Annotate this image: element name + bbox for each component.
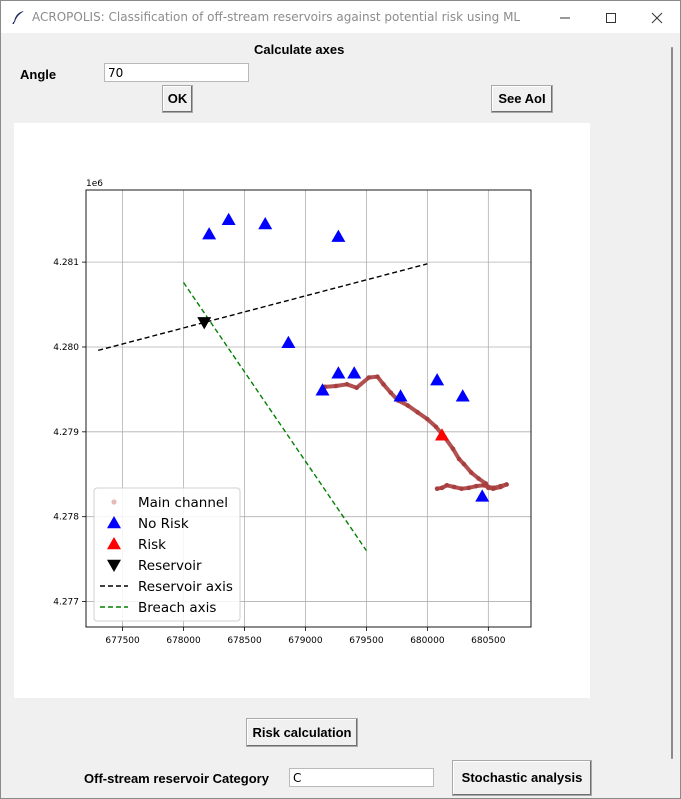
- main-channel-point: [461, 461, 467, 467]
- no-risk-marker: [202, 227, 217, 240]
- plot-frame: [85, 189, 532, 628]
- category-input[interactable]: C: [289, 768, 434, 787]
- maximize-icon: [606, 13, 616, 23]
- risk-marker: [435, 428, 449, 441]
- main-channel-path: [322, 374, 509, 491]
- main-channel-point: [333, 383, 339, 389]
- main-channel-point: [459, 486, 464, 491]
- reservoir-marker: [197, 317, 212, 330]
- angle-label: Angle: [20, 67, 57, 82]
- angle-input[interactable]: 70: [104, 63, 249, 82]
- main-channel-point: [415, 410, 420, 415]
- no-risk-marker: [221, 212, 236, 225]
- main-channel-point: [434, 486, 440, 491]
- y-offset-label: 1e6: [86, 179, 103, 189]
- no-risk-marker: [347, 366, 362, 379]
- y-tick-label: 4.281: [53, 258, 79, 268]
- main-channel-point: [466, 485, 472, 491]
- window-title: ACROPOLIS: Classification of off-stream …: [32, 10, 521, 24]
- no-risk-legend-label: No Risk: [138, 516, 189, 532]
- legend-box: [93, 487, 241, 622]
- scatter-chart: 677500 678000 678500 679000 679500 680000 6805…: [53, 179, 532, 646]
- main-channel-point: [366, 375, 372, 380]
- risk-legend-handle: [107, 537, 121, 550]
- title-bar[interactable]: ACROPOLIS: Classification of off-stream …: [1, 1, 680, 33]
- reservoir-legend-label: Reservoir: [138, 558, 202, 574]
- vertical-scrollbar[interactable]: [661, 33, 680, 798]
- maximize-button[interactable]: [588, 1, 634, 33]
- main-channel-point: [476, 476, 481, 481]
- ok-button[interactable]: OK: [162, 85, 193, 113]
- x-tick-label: 680000: [410, 636, 445, 646]
- main-channel-point: [504, 482, 509, 487]
- x-tick-label: 679500: [349, 636, 384, 646]
- main-channel-legend-label: Main channel: [138, 495, 228, 511]
- category-label: Off-stream reservoir Category: [84, 771, 269, 786]
- close-icon: [651, 12, 663, 24]
- risk-legend-label: Risk: [138, 537, 166, 553]
- y-tick-label: 4.278: [53, 513, 79, 523]
- main-channel-point: [439, 485, 445, 491]
- see-aoi-button[interactable]: See AoI: [491, 85, 553, 113]
- stochastic-analysis-button[interactable]: Stochastic analysis: [452, 760, 592, 796]
- no-risk-marker: [331, 229, 346, 242]
- main-channel-point: [433, 424, 439, 430]
- main-channel-point: [388, 390, 394, 396]
- no-risk-marker: [315, 383, 330, 396]
- no-risk-marker: [475, 489, 490, 502]
- main-channel-point: [450, 446, 456, 452]
- reservoir-axis-legend-label: Reservoir axis: [138, 579, 233, 595]
- x-tick-label: 680500: [471, 636, 506, 646]
- y-tick-label: 4.280: [53, 343, 79, 353]
- close-button[interactable]: [634, 1, 680, 33]
- minimize-button[interactable]: [542, 1, 588, 33]
- main-channel-point: [456, 456, 462, 462]
- main-channel-point: [425, 416, 430, 422]
- main-channel-point: [354, 385, 359, 391]
- breach-axis-legend-label: Breach axis: [138, 600, 216, 616]
- main-channel-point: [492, 485, 497, 491]
- x-tick-label: 677500: [105, 636, 140, 646]
- main-channel-point: [444, 482, 450, 488]
- main-channel-point: [375, 374, 380, 379]
- main-channel-point: [486, 484, 491, 490]
- y-tick-label: 4.277: [53, 598, 79, 608]
- main-channel-point: [473, 483, 479, 489]
- main-channel-point: [451, 484, 457, 490]
- section-title: Calculate axes: [254, 42, 345, 57]
- breach-axis-line: [182, 282, 367, 552]
- no-risk-marker: [430, 373, 445, 386]
- main-channel-point: [481, 482, 486, 488]
- reservoir-legend-handle: [107, 559, 121, 572]
- no-risk-legend-handle: [107, 516, 121, 529]
- main-channel-point: [468, 470, 474, 475]
- main-channel-point: [344, 382, 350, 387]
- chart-figure: 677500 678000 678500 679000 679500 680000 6805…: [14, 123, 590, 698]
- reservoir-axis-line: [98, 263, 428, 352]
- main-channel-point: [405, 403, 411, 408]
- y-tick-label: 4.279: [53, 428, 79, 438]
- scrollbar-thumb[interactable]: [671, 47, 673, 759]
- feather-icon: [12, 11, 24, 24]
- main-channel-point: [381, 382, 386, 387]
- x-tick-label: 678000: [166, 636, 201, 646]
- no-risk-marker: [281, 335, 296, 348]
- minimize-icon: [560, 17, 570, 19]
- no-risk-marker: [455, 389, 470, 402]
- main-channel-legend-handle: [111, 499, 117, 505]
- x-tick-label: 679000: [288, 636, 323, 646]
- no-risk-marker: [393, 389, 408, 402]
- no-risk-marker: [258, 216, 273, 230]
- no-risk-marker: [331, 366, 346, 379]
- risk-calculation-button[interactable]: Risk calculation: [246, 718, 358, 747]
- main-channel-point: [498, 483, 503, 489]
- x-tick-label: 678500: [227, 636, 262, 646]
